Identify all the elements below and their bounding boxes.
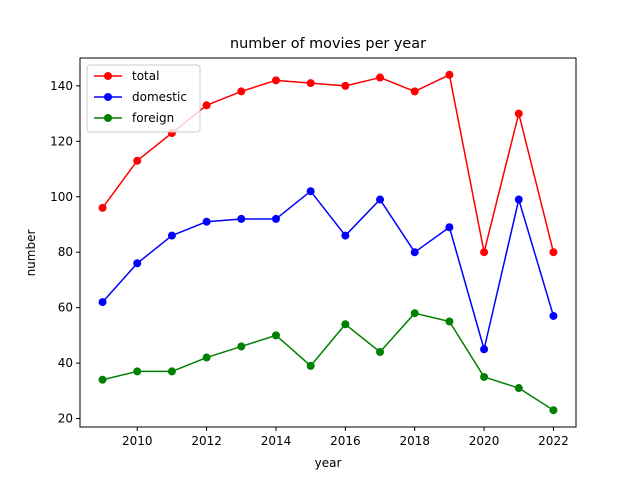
data-point-total [514,109,523,118]
data-point-domestic [445,223,454,232]
data-point-foreign [237,342,246,351]
y-tick-label: 140 [50,79,73,93]
data-point-domestic [480,345,489,354]
data-point-foreign [306,361,315,370]
series-line-domestic [101,190,555,350]
x-tick-label: 2022 [538,434,569,448]
data-point-total [341,81,350,90]
data-point-total [376,73,385,82]
data-point-foreign [549,406,558,415]
data-point-domestic [514,195,523,204]
y-tick-label: 80 [58,245,73,259]
data-point-total [133,156,142,165]
y-tick-label: 120 [50,134,73,148]
y-axis-label: number [24,230,38,277]
data-point-domestic [271,214,280,223]
data-point-foreign [445,317,454,326]
chart-title: number of movies per year [230,36,426,52]
legend-label: domestic [132,90,187,104]
data-point-domestic [167,231,176,240]
legend-marker [104,72,112,80]
data-point-foreign [133,367,142,376]
data-point-domestic [549,311,558,320]
x-axis-label: year [315,456,342,470]
x-tick-label: 2018 [399,434,430,448]
data-point-total [480,248,489,257]
legend-item-foreign: foreign [94,111,174,125]
data-point-foreign [202,353,211,362]
x-tick-label: 2020 [469,434,500,448]
data-point-total [549,248,558,257]
data-point-foreign [271,331,280,340]
x-tick-label: 2016 [330,434,361,448]
x-tick-label: 2012 [191,434,222,448]
x-tick-label: 2014 [261,434,292,448]
series-foreign [98,309,558,415]
legend-label: total [132,69,159,83]
data-point-foreign [376,348,385,357]
y-tick-label: 20 [58,412,73,426]
data-point-domestic [410,248,419,257]
plot-area-frame [79,57,577,428]
data-point-domestic [341,231,350,240]
y-tick-label: 60 [58,301,73,315]
data-point-foreign [167,367,176,376]
legend-item-total: total [94,69,159,83]
data-point-total [202,101,211,110]
data-point-total [306,79,315,88]
series-layer [98,70,558,415]
y-tick-label: 40 [58,356,73,370]
legend: total domestic foreign [86,64,201,133]
data-point-foreign [480,372,489,381]
legend-marker [104,93,112,101]
data-point-domestic [237,214,246,223]
data-point-domestic [98,298,107,307]
legend-item-domestic: domestic [94,90,187,104]
data-point-domestic [133,259,142,268]
data-point-total [271,76,280,85]
data-point-domestic [376,195,385,204]
axis-ticks: 2010 2012 2014 2016 2018 2020 2022 20 40 60 80 100 1… [50,79,569,448]
data-point-foreign [514,384,523,393]
data-point-foreign [341,320,350,329]
series-total [98,70,558,257]
legend-box [86,64,201,133]
data-point-total [98,203,107,212]
data-point-total [445,70,454,79]
series-domestic [98,187,558,354]
data-point-total [410,87,419,96]
data-point-foreign [98,375,107,384]
data-point-domestic [306,187,315,196]
legend-label: foreign [132,111,174,125]
legend-marker [104,114,112,122]
x-tick-label: 2010 [122,434,153,448]
y-tick-label: 100 [50,190,73,204]
data-point-foreign [410,309,419,318]
data-point-total [237,87,246,96]
series-line-foreign [102,312,554,411]
data-point-domestic [202,217,211,226]
